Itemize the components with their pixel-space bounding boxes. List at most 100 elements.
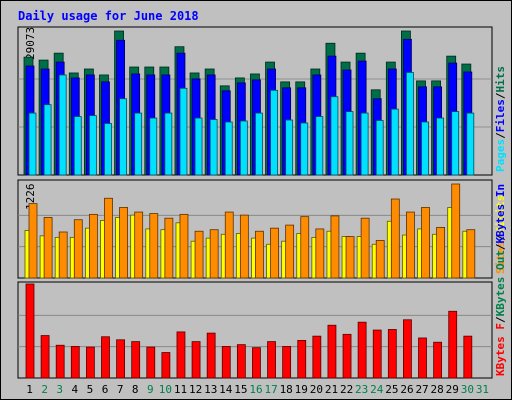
legend-separator: / [494, 132, 507, 139]
pages-bar [300, 122, 309, 176]
legend-files: Files [494, 99, 507, 132]
kbytes-bar [448, 310, 458, 379]
kbytes-bar [101, 336, 110, 379]
x-tick-label: 16 [249, 383, 262, 396]
x-tick-label: 10 [159, 383, 172, 396]
kbytes-bar [282, 346, 292, 379]
x-tick-label: 13 [204, 383, 217, 396]
kbytes-bar [25, 283, 35, 379]
sites-bar [88, 213, 98, 279]
pages-bar [345, 111, 354, 176]
kbytes-bar [267, 341, 276, 379]
x-axis-tick-labels: 1 2 3 4 5 6 7 8 9 10 11 12 13 14 15 16 17 18 19 20 21 22 23 24 2… [26, 383, 489, 396]
legend-kbytes-f: KBytes F [494, 323, 507, 376]
pages-bar [194, 117, 203, 176]
sites-bar [194, 230, 204, 279]
pages-bar [466, 112, 475, 176]
x-tick-label: 28 [431, 383, 444, 396]
kbytes-bar [327, 324, 337, 379]
x-tick-label: 22 [340, 383, 353, 396]
pages-bar [28, 112, 37, 176]
x-tick-label: 26 [400, 383, 413, 396]
kbytes-bar [191, 341, 201, 379]
kbytes-bar [131, 341, 141, 379]
sites-bar [224, 211, 234, 279]
legend-pages: Pages [494, 139, 507, 172]
x-tick-label: 19 [295, 383, 308, 396]
sites-bar [315, 228, 325, 279]
kbytes-bar [116, 339, 125, 379]
legend-hits: Hits [494, 66, 507, 93]
kbytes-bar [372, 329, 382, 379]
visits-sites-legend: Sites/ Visits [494, 195, 507, 275]
legend-separator: / [494, 243, 507, 250]
legend-separator: / [494, 316, 507, 323]
kbytes-bar [161, 352, 171, 379]
chart-marks [18, 30, 492, 379]
x-tick-label: 1 [26, 383, 33, 396]
pages-axis-max-label: 29073 [24, 27, 37, 60]
sites-bar [406, 211, 415, 279]
kbytes-bar [312, 335, 322, 379]
legend-separator: / [494, 92, 507, 99]
x-tick-label: 12 [189, 383, 202, 396]
sites-bar [43, 217, 53, 279]
pages-bar [58, 74, 67, 176]
x-tick-label: 6 [102, 383, 109, 396]
kbytes-bar [297, 339, 307, 379]
pages-bar [390, 108, 399, 176]
pages-bar [209, 119, 218, 176]
x-tick-label: 17 [264, 383, 277, 396]
pages-bar [315, 116, 324, 176]
legend-sites: Sites [494, 241, 507, 274]
pages-bar [285, 119, 294, 176]
x-tick-label: 2 [41, 383, 48, 396]
pages-bar [164, 112, 173, 176]
x-tick-label: 31 [476, 383, 489, 396]
kbytes-bar [176, 331, 186, 379]
pages-files-hits-legend: Pages/Files/Hits [494, 66, 507, 172]
sites-bar [179, 213, 189, 279]
x-tick-label: 14 [219, 383, 233, 396]
sites-bar [421, 207, 430, 279]
kbytes-bar [418, 337, 427, 379]
kbytes-bar [357, 321, 367, 379]
kbytes-bar [433, 341, 443, 379]
x-tick-label: 21 [325, 383, 338, 396]
sites-bar [239, 214, 249, 279]
pages-bar [255, 112, 263, 176]
kbytes-bar [146, 346, 156, 379]
x-tick-label: 20 [310, 383, 323, 396]
kbytes-bar [55, 344, 65, 379]
sites-bar [466, 229, 476, 279]
kbytes-bar [85, 346, 95, 379]
sites-bar [330, 215, 340, 279]
kbytes-bar [206, 332, 216, 379]
chart-title: Daily usage for June 2018 [18, 9, 199, 23]
pages-bar [239, 120, 248, 176]
sites-bar [134, 211, 144, 279]
kbytes-bar [40, 335, 50, 379]
x-tick-label: 25 [385, 383, 398, 396]
kbytes-legend: KBytes F/KBytes Out/KBytes In [494, 184, 507, 376]
x-tick-label: 27 [415, 383, 428, 396]
x-tick-label: 4 [72, 383, 79, 396]
sites-bar [164, 217, 174, 279]
sites-bar [209, 229, 219, 279]
pages-bar [406, 72, 414, 176]
legend-visits: Visits [494, 195, 507, 235]
sites-bar [58, 231, 68, 279]
sites-bar [345, 236, 355, 279]
pages-bar [451, 111, 460, 176]
x-tick-label: 23 [355, 383, 368, 396]
pages-bar [88, 115, 97, 176]
sites-bar [270, 227, 279, 279]
kbytes-bar [252, 347, 261, 379]
pages-bar [73, 116, 82, 176]
pages-bar [330, 96, 339, 176]
sites-bar [375, 240, 385, 279]
sites-bar [149, 213, 159, 279]
sites-bar [360, 217, 370, 279]
